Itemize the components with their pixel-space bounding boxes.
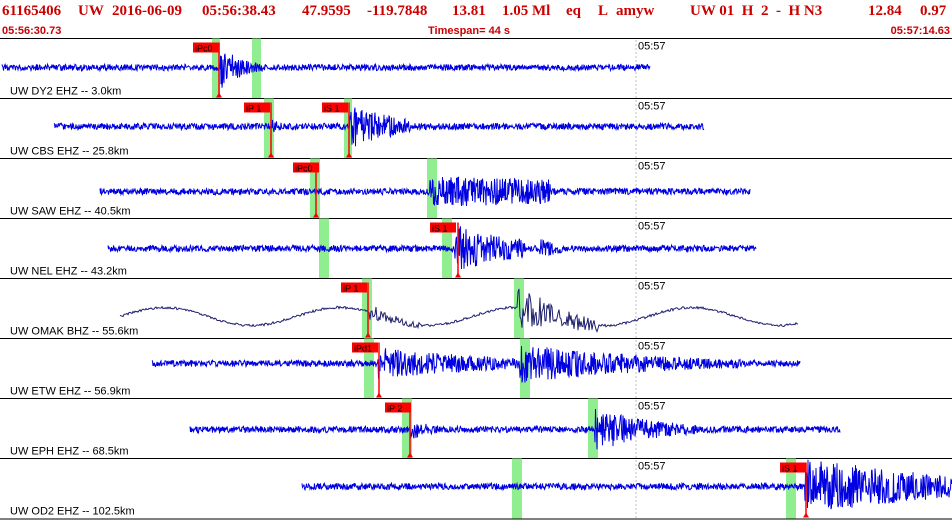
station-label: UW DY2 EHZ -- 3.0km (10, 86, 121, 98)
pick-window (362, 278, 372, 339)
waveform (151, 346, 801, 383)
timespan-value: 44 s (488, 25, 511, 37)
trace-panel[interactable]: 05:57 iPd1 UW ETW EHZ -- 56.9km (0, 338, 952, 399)
pick-window (512, 458, 522, 519)
pick-label: iPc0 (195, 44, 213, 54)
event-date: 2016-06-09 (112, 3, 182, 19)
event-flag: L (598, 3, 609, 19)
event-depth: 13.81 (452, 3, 486, 19)
seismogram-panels[interactable]: 05:57 iPc0 UW DY2 EHZ -- 3.0km 05:57 iP 1 iS … (0, 38, 952, 520)
seismogram-canvas[interactable]: 05:57 iPc0 UW DY2 EHZ -- 3.0km 05:57 iP 1 iS … (0, 38, 952, 520)
pick-flag-icon[interactable] (293, 162, 319, 173)
event-magnitude: 1.05 Ml (502, 3, 551, 19)
timespan-label-text: Timespan= (428, 25, 486, 37)
trace-panel[interactable]: 05:57 iS 1 UW NEL EHZ -- 43.2km (0, 218, 952, 279)
pick-flag-icon[interactable] (341, 282, 367, 293)
time-tick-label: 05:57 (638, 101, 666, 113)
pick-flag-icon[interactable] (430, 222, 456, 233)
trace-panel[interactable]: 05:57 iP 2 UW EPH EHZ -- 68.5km (0, 398, 952, 459)
trace-panel[interactable]: 05:57 iS 1 UW OD2 EHZ -- 102.5km (0, 458, 952, 519)
pick-label: iS 1 (782, 464, 798, 474)
event-time: 05:56:38.43 (202, 3, 276, 19)
waveform (1, 53, 651, 88)
trace-panel[interactable]: 05:57 iPc0 UW DY2 EHZ -- 3.0km (0, 38, 952, 99)
pick-marker-icon (407, 452, 413, 458)
pick-marker-icon (455, 272, 461, 278)
pick-marker-icon (376, 392, 382, 398)
event-extra: UW 01 H 2 - H N3 (690, 3, 823, 19)
pick-marker-icon (216, 92, 222, 98)
station-label: UW OMAK BHZ -- 55.6km (10, 326, 138, 338)
waveform (99, 176, 751, 207)
start-time: 05:56:30.73 (2, 25, 62, 37)
pick-window (786, 458, 796, 519)
pick-flag-icon[interactable] (322, 102, 348, 113)
pick-window (364, 338, 374, 399)
pick-window (588, 398, 598, 459)
pick-label: iPd1 (354, 344, 372, 354)
station-label: UW SAW EHZ -- 40.5km (10, 206, 131, 218)
event-network: UW (78, 3, 104, 19)
pick-label: iP 1 (246, 104, 261, 114)
station-label: UW EPH EHZ -- 68.5km (10, 446, 129, 458)
timespan-label: Timespan= 44 s (428, 24, 510, 38)
pick-flag-icon[interactable] (244, 102, 270, 113)
event-val2: 0.97 (920, 3, 947, 19)
station-label: UW OD2 EHZ -- 102.5km (10, 506, 135, 518)
time-tick-label: 05:57 (638, 341, 666, 353)
pick-marker-icon (313, 212, 319, 218)
waveform (107, 226, 757, 270)
pick-label: iS 1 (432, 224, 448, 234)
pick-label: iP 2 (387, 404, 402, 414)
waveform (189, 408, 841, 450)
time-tick-label: 05:57 (638, 281, 666, 293)
event-type: eq (566, 3, 581, 19)
trace-panel[interactable]: 05:57 iP 1 UW OMAK BHZ -- 55.6km (0, 278, 952, 339)
time-tick-label: 05:57 (638, 161, 666, 173)
pick-marker-icon (268, 152, 274, 158)
pick-flag-icon[interactable] (385, 402, 411, 413)
trace-panel[interactable]: 05:57 iPc0 UW SAW EHZ -- 40.5km (0, 158, 952, 219)
event-header: 61165406 UW 2016-06-09 05:56:38.43 47.95… (0, 0, 952, 22)
pick-window (310, 158, 320, 219)
pick-flag-icon[interactable] (780, 462, 806, 473)
pick-flag-icon[interactable] (193, 42, 219, 53)
event-author: amyw (616, 3, 655, 19)
event-lat: 47.9595 (302, 3, 351, 19)
event-id: 61165406 (2, 3, 62, 19)
pick-label: iP 1 (343, 284, 358, 294)
station-label: UW ETW EHZ -- 56.9km (10, 386, 130, 398)
waveform (53, 107, 705, 147)
pick-label: iPc0 (295, 164, 313, 174)
time-tick-label: 05:57 (638, 461, 666, 473)
time-tick-label: 05:57 (638, 41, 666, 53)
waveform (301, 459, 952, 510)
event-val1: 12.84 (868, 3, 902, 19)
trace-panel[interactable]: 05:57 iP 1 iS 1 UW CBS EHZ -- 25.8km (0, 98, 952, 159)
pick-window (514, 278, 524, 339)
station-label: UW NEL EHZ -- 43.2km (10, 266, 127, 278)
waveform (119, 288, 798, 333)
station-label: UW CBS EHZ -- 25.8km (10, 146, 129, 158)
end-time: 05:57:14.63 (890, 25, 950, 37)
pick-label: iS 1 (324, 104, 340, 114)
event-lon: -119.7848 (367, 3, 428, 19)
pick-marker-icon (346, 152, 352, 158)
pick-marker-icon (365, 332, 371, 338)
time-tick-label: 05:57 (638, 221, 666, 233)
time-tick-label: 05:57 (638, 401, 666, 413)
pick-marker-icon (803, 512, 809, 518)
pick-flag-icon[interactable] (352, 342, 378, 353)
